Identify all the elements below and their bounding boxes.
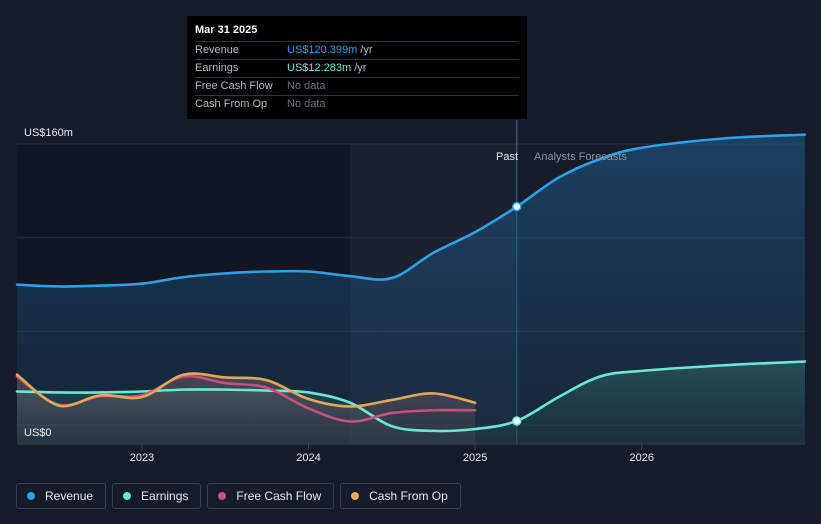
legend-label: Cash From Op bbox=[369, 489, 448, 503]
cash-from-op-area bbox=[17, 373, 476, 444]
legend-label: Earnings bbox=[141, 489, 189, 503]
tooltip-row-free-cash-flow: Free Cash Flow No data bbox=[195, 77, 519, 95]
x-tick-label: 2025 bbox=[463, 452, 487, 464]
tooltip-label: Free Cash Flow bbox=[195, 80, 273, 92]
earnings-marker bbox=[512, 416, 522, 426]
earnings-dot-icon bbox=[123, 492, 132, 500]
tooltip-value: US$12.283m bbox=[287, 62, 352, 74]
legend-label: Revenue bbox=[45, 489, 94, 503]
y-tick-label-bottom: US$0 bbox=[24, 427, 52, 439]
x-tick-label: 2024 bbox=[296, 452, 320, 464]
x-tick-label: 2023 bbox=[130, 452, 154, 464]
tooltip-date: Mar 31 2025 bbox=[195, 24, 258, 36]
tooltip-label: Earnings bbox=[195, 62, 239, 74]
cash-from-op-dot-icon bbox=[351, 492, 360, 500]
tooltip-unit: /yr bbox=[354, 62, 367, 74]
tooltip-row-revenue: Revenue US$120.399m /yr bbox=[195, 41, 519, 59]
past-label: Past bbox=[496, 151, 518, 163]
legend-item-revenue[interactable]: Revenue bbox=[16, 483, 107, 509]
cash-from-op-line bbox=[15, 372, 477, 408]
tooltip-label: Cash From Op bbox=[195, 98, 268, 110]
tooltip-value: No data bbox=[287, 98, 326, 110]
chart-area: US$160m US$0 Past Analysts Forecasts 202… bbox=[15, 120, 807, 464]
tooltip-label: Revenue bbox=[195, 44, 240, 56]
earnings-line bbox=[15, 360, 807, 433]
revenue-marker bbox=[512, 201, 522, 212]
tooltip-value: US$120.399m bbox=[287, 44, 358, 56]
legend-label: Free Cash Flow bbox=[236, 489, 322, 503]
tooltip: Mar 31 2025 Revenue US$120.399m /yr Earn… bbox=[187, 16, 527, 119]
legend-item-earnings[interactable]: Earnings bbox=[112, 483, 202, 509]
tooltip-row-cash-from-op: Cash From Op No data bbox=[195, 95, 519, 113]
legend-item-cash-from-op[interactable]: Cash From Op bbox=[340, 483, 461, 509]
tooltip-row-earnings: Earnings US$12.283m /yr bbox=[195, 59, 519, 77]
x-tick-label: 2026 bbox=[629, 452, 653, 464]
revenue-area bbox=[17, 134, 805, 444]
legend: Revenue Earnings Free Cash Flow Cash Fro… bbox=[16, 483, 461, 509]
forecast-label: Analysts Forecasts bbox=[534, 151, 627, 163]
free-cash-flow-dot-icon bbox=[218, 492, 227, 500]
tooltip-value: No data bbox=[287, 80, 326, 92]
revenue-dot-icon bbox=[27, 492, 35, 500]
revenue-line bbox=[15, 133, 807, 288]
y-tick-label-top: US$160m bbox=[24, 127, 73, 139]
legend-item-free-cash-flow[interactable]: Free Cash Flow bbox=[207, 483, 335, 509]
tooltip-unit: /yr bbox=[360, 44, 373, 56]
